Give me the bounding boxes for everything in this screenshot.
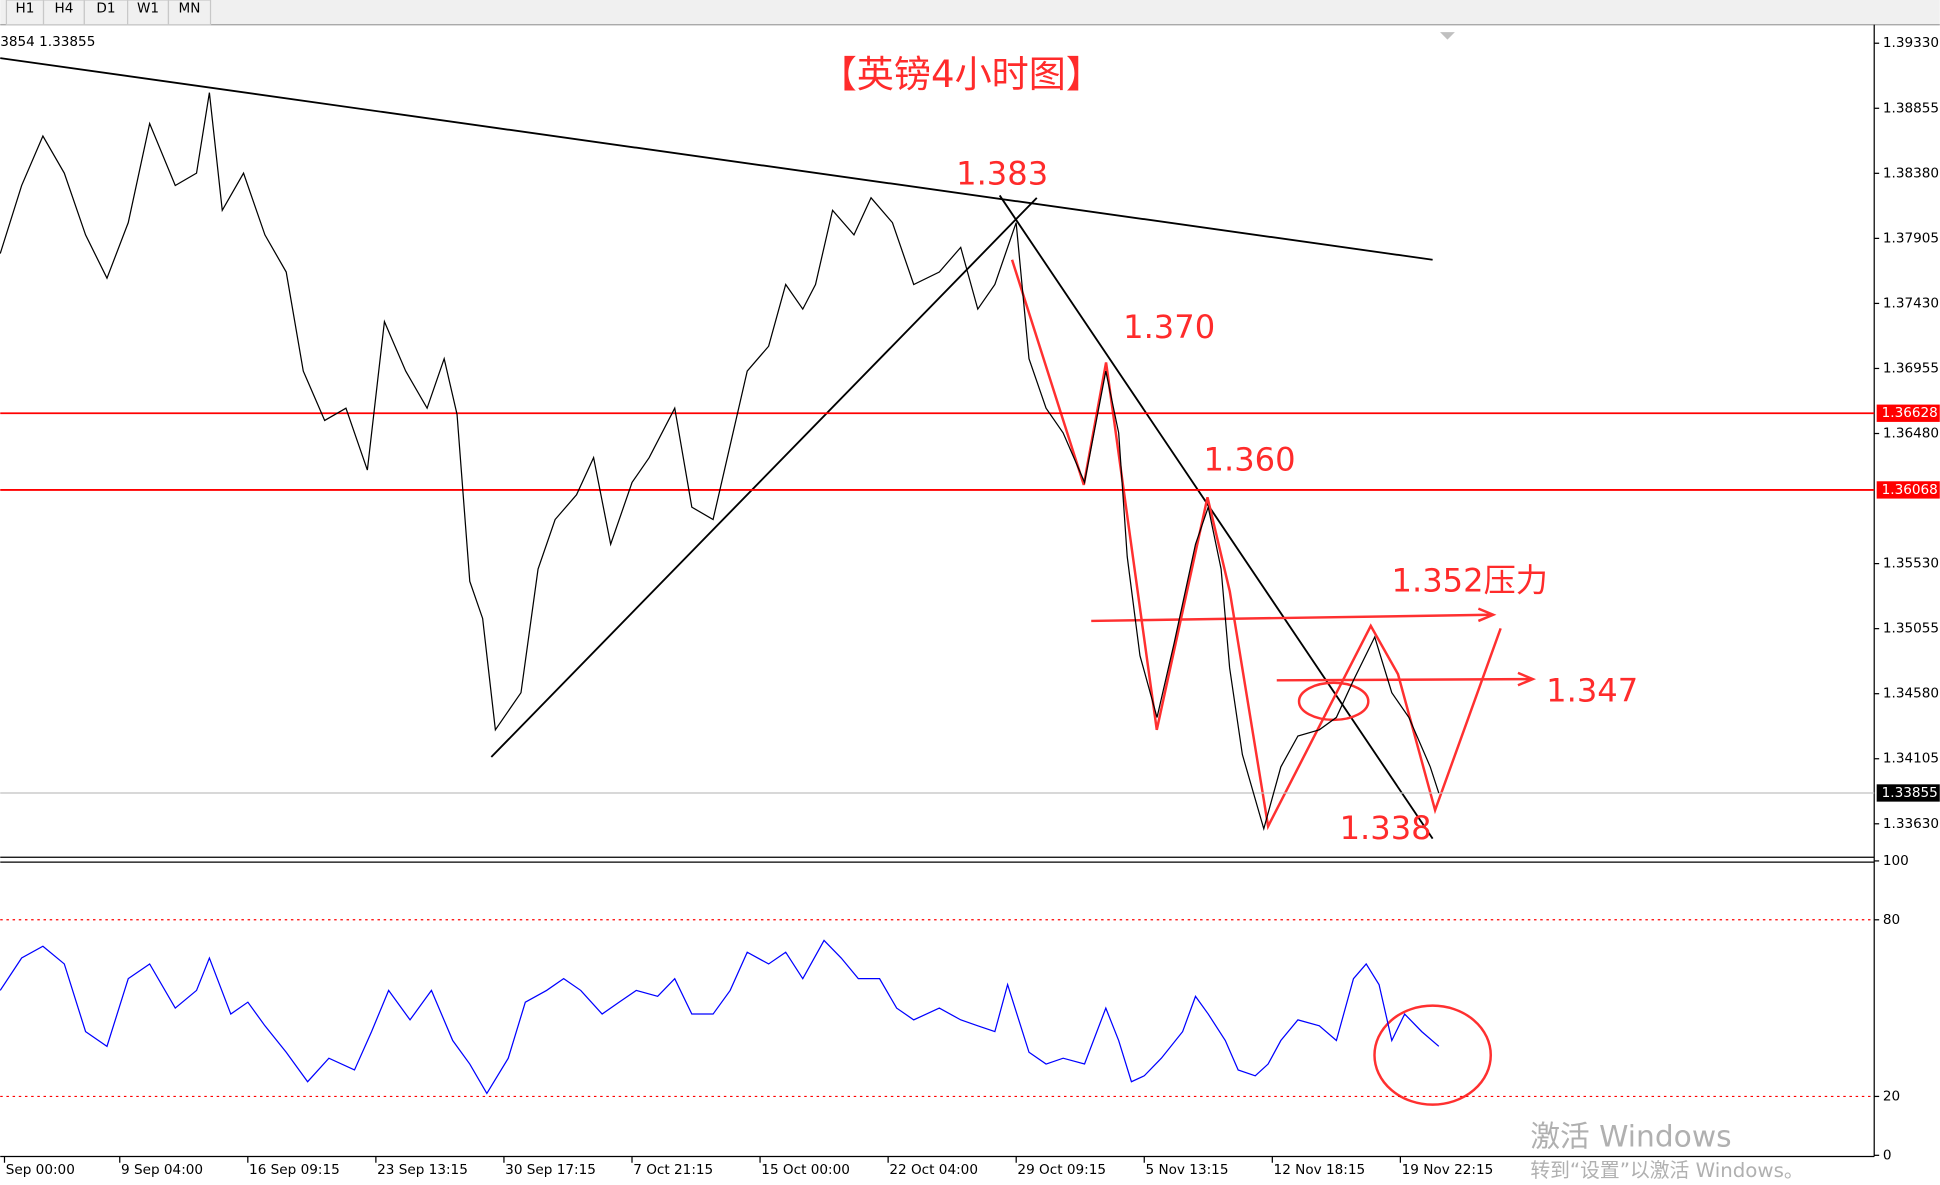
y-tick-label: 80 (1883, 912, 1900, 928)
x-tick-label: 30 Sep 17:15 (505, 1162, 596, 1178)
annotation: 1.360 (1204, 440, 1296, 478)
timeframe-button[interactable] (83, 0, 129, 26)
timeframe-label[interactable]: W1 (137, 1, 159, 17)
x-tick-label: 29 Oct 09:15 (1017, 1162, 1106, 1178)
x-tick-label: 19 Nov 22:15 (1402, 1162, 1494, 1178)
x-tick-label: 12 Nov 18:15 (1274, 1162, 1366, 1178)
chart-title: 【英镑4小时图】 (820, 53, 1103, 96)
timeframe-button[interactable] (167, 0, 212, 26)
y-tick-label: 1.38380 (1883, 165, 1939, 181)
x-tick-label: Sep 00:00 (6, 1162, 75, 1178)
y-tick-label: 1.34580 (1883, 686, 1939, 702)
annotation: 1.338 (1340, 809, 1432, 847)
y-tick-label: 1.38855 (1883, 100, 1939, 116)
drawn-paths (1010, 259, 1537, 1106)
timeframe-label[interactable]: MN (179, 1, 201, 17)
x-tick-label: 5 Nov 13:15 (1145, 1162, 1228, 1178)
y-tick-label: 1.39330 (1883, 35, 1939, 51)
y-tick-label: 1.36955 (1883, 360, 1939, 376)
y-tick-label: 1.37430 (1883, 295, 1939, 311)
y-tick-label: 1.37905 (1883, 230, 1939, 246)
current-price-label: 1.33855 (1882, 785, 1938, 801)
price-level-label: 1.36068 (1882, 482, 1938, 498)
timeframe-label[interactable]: D1 (96, 1, 115, 17)
y-tick-label: 1.33630 (1883, 816, 1939, 832)
timeframe-button[interactable] (5, 0, 45, 26)
x-tick-label: 16 Sep 09:15 (249, 1162, 340, 1178)
y-tick-label: 1.35055 (1883, 621, 1939, 637)
current-price-tag (1876, 784, 1940, 802)
timeframe-button[interactable] (42, 0, 85, 26)
trendlines (0, 57, 1434, 840)
price-line (0, 92, 1440, 832)
annotation: 1.352压力 (1392, 562, 1548, 600)
price-level-label: 1.36628 (1882, 405, 1938, 421)
y-tick-label: 1.36480 (1883, 426, 1939, 442)
price-level-tag (1876, 404, 1940, 422)
x-tick-label: 23 Sep 13:15 (377, 1162, 468, 1178)
y-tick-label: 1.35530 (1883, 556, 1939, 572)
toolbar (0, 0, 1940, 25)
timeframe-label[interactable]: H4 (54, 1, 73, 17)
price-line (0, 939, 1440, 1095)
annotation: 1.383 (956, 155, 1048, 193)
shift-marker (1440, 32, 1455, 40)
annotation: 1.370 (1123, 308, 1215, 346)
x-tick-label: 7 Oct 21:15 (633, 1162, 713, 1178)
annotation: 1.347 (1546, 672, 1638, 710)
y-tick-label: 100 (1883, 853, 1909, 869)
watermark-subtitle: 转到“设置”以激活 Windows。 (1530, 1159, 1803, 1182)
x-tick-label: 15 Oct 00:00 (761, 1162, 850, 1178)
header-quote: 3854 1.33855 (0, 34, 95, 50)
price-level-tag (1876, 481, 1940, 499)
timeframe-label[interactable]: H1 (16, 1, 35, 17)
x-tick-label: 9 Sep 04:00 (121, 1162, 203, 1178)
x-tick-label: 22 Oct 04:00 (889, 1162, 978, 1178)
y-tick-label: 20 (1883, 1088, 1900, 1104)
watermark-title: 激活 Windows (1530, 1118, 1731, 1153)
y-tick-label: 0 (1883, 1147, 1892, 1163)
y-tick-label: 1.34105 (1883, 751, 1939, 767)
